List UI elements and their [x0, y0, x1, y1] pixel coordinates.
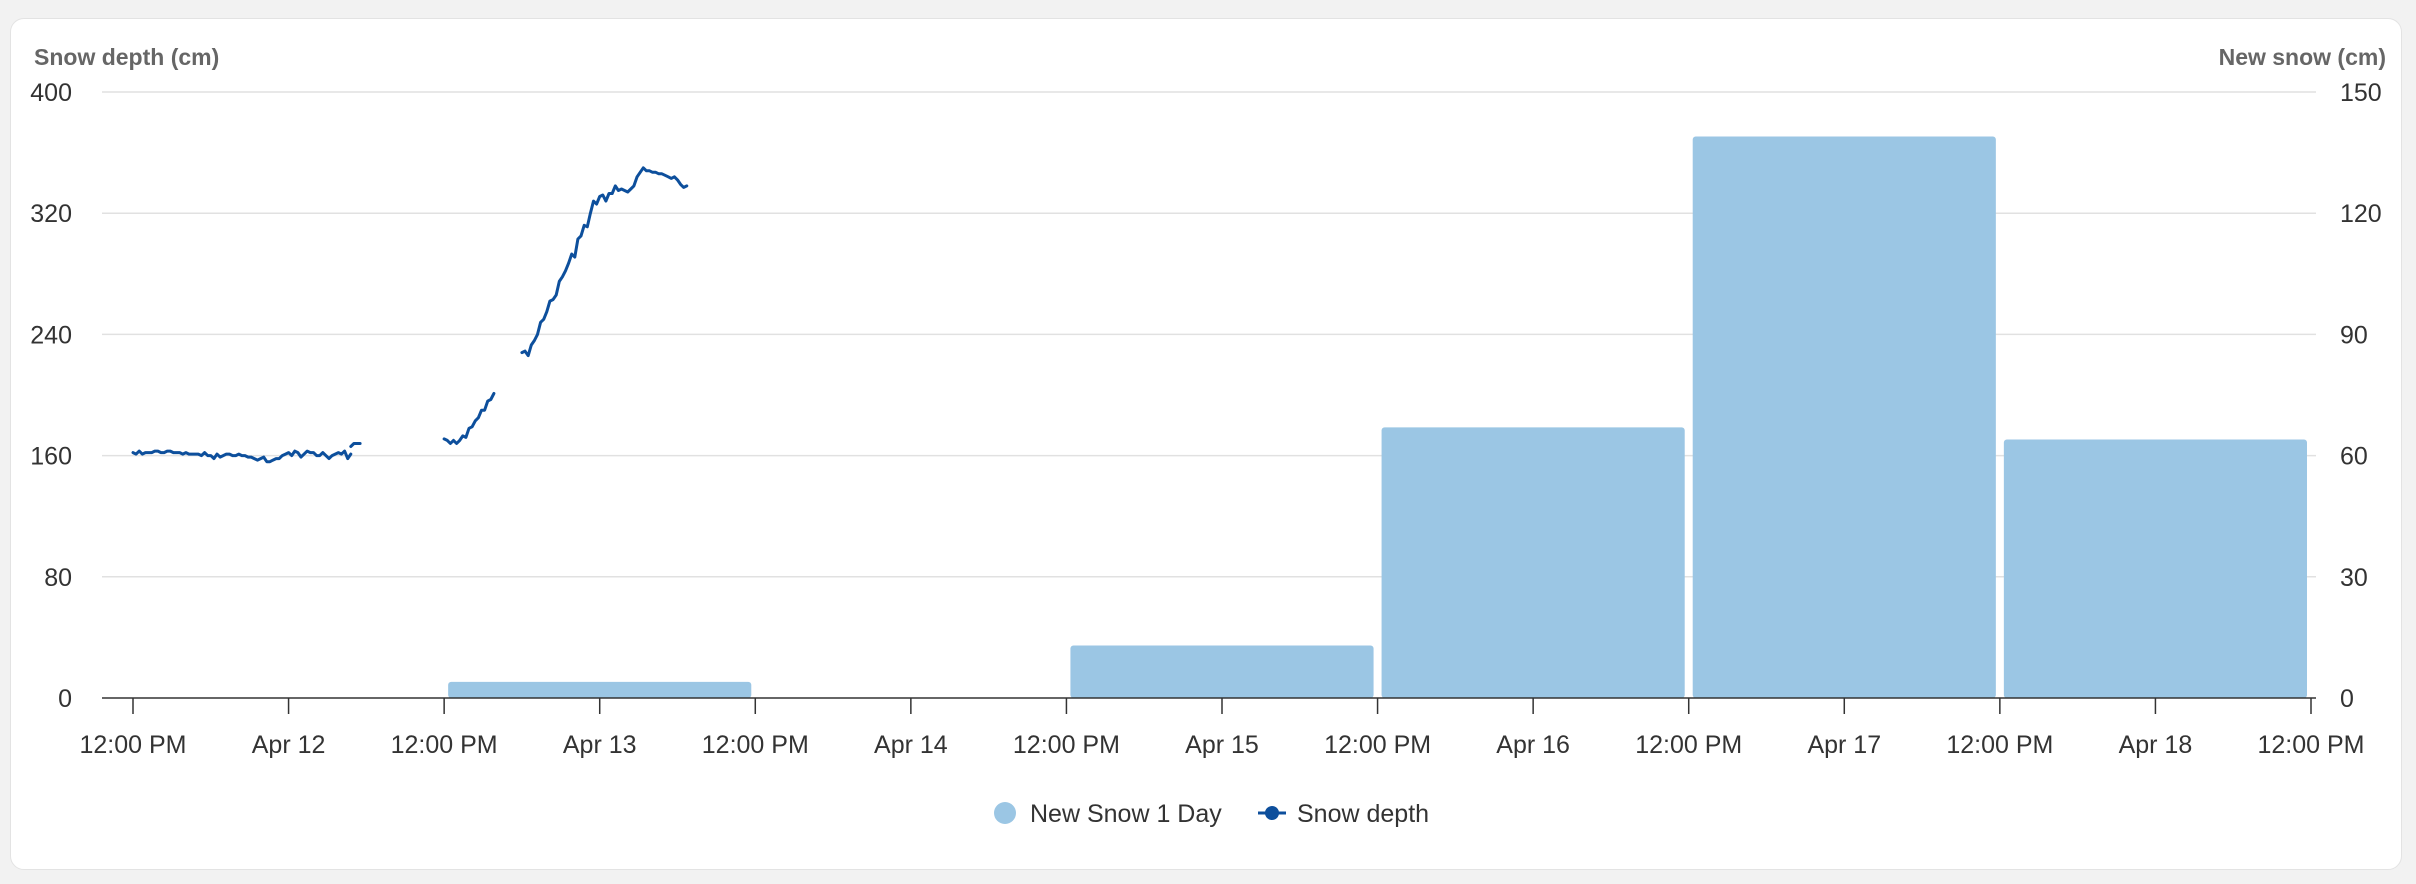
x-tick-label: 12:00 PM [1324, 731, 1431, 759]
legend-item-snow-depth[interactable]: Snow depth [1258, 800, 1429, 828]
right-axis-ticks: 0 30 60 90 120 150 [2340, 79, 2382, 713]
right-axis-title: New snow (cm) [2219, 44, 2386, 70]
x-tick-label: Apr 14 [874, 731, 948, 759]
legend: New Snow 1 Day Snow depth [994, 800, 1429, 828]
left-tick-label: 160 [30, 443, 72, 471]
new-snow-bars [448, 136, 2307, 698]
x-tick-label: 12:00 PM [391, 731, 498, 759]
line-segment [520, 166, 689, 358]
left-tick-label: 0 [58, 685, 72, 713]
left-tick-label: 400 [30, 79, 72, 107]
x-tick-label: Apr 15 [1185, 731, 1259, 759]
left-tick-label: 240 [30, 321, 72, 349]
x-tick-label: 12:00 PM [2257, 731, 2364, 759]
left-tick-label: 320 [30, 200, 72, 228]
right-tick-label: 90 [2340, 321, 2368, 349]
bar[interactable] [2003, 439, 2307, 698]
legend-item-new-snow[interactable]: New Snow 1 Day [994, 800, 1222, 828]
chart-card [10, 18, 2402, 870]
left-tick-label: 80 [44, 564, 72, 592]
x-axis-ticks: 12:00 PM Apr 12 12:00 PM Apr 13 12:00 PM Apr … [79, 698, 2365, 759]
x-tick-label: 12:00 PM [1013, 731, 1120, 759]
line-segment [349, 442, 362, 448]
bar[interactable] [1381, 427, 1685, 698]
legend-label-new-snow: New Snow 1 Day [1030, 800, 1222, 828]
right-tick-label: 150 [2340, 79, 2382, 107]
x-tick-label: 12:00 PM [1635, 731, 1742, 759]
line-segment [442, 392, 496, 445]
x-tick-label: 12:00 PM [702, 731, 809, 759]
bar[interactable] [1692, 136, 1996, 698]
line-segment [131, 449, 353, 464]
right-tick-label: 30 [2340, 564, 2368, 592]
bar[interactable] [448, 681, 752, 698]
right-tick-label: 0 [2340, 685, 2354, 713]
x-tick-label: 12:00 PM [1946, 731, 2053, 759]
legend-label-snow-depth: Snow depth [1297, 800, 1429, 828]
right-tick-label: 120 [2340, 200, 2382, 228]
x-tick-label: Apr 18 [2119, 731, 2193, 759]
x-tick-label: Apr 13 [563, 731, 637, 759]
right-tick-label: 60 [2340, 443, 2368, 471]
bar[interactable] [1070, 645, 1374, 698]
left-axis-ticks: 0 80 160 240 320 400 [30, 79, 72, 713]
legend-swatch-snow-depth [1265, 806, 1279, 820]
left-axis-title: Snow depth (cm) [34, 44, 219, 70]
x-tick-label: Apr 16 [1496, 731, 1570, 759]
x-tick-label: Apr 12 [252, 731, 326, 759]
x-tick-label: Apr 17 [1807, 731, 1881, 759]
x-tick-label: 12:00 PM [79, 731, 186, 759]
snow-depth-line [131, 166, 689, 464]
legend-swatch-new-snow [994, 802, 1016, 824]
